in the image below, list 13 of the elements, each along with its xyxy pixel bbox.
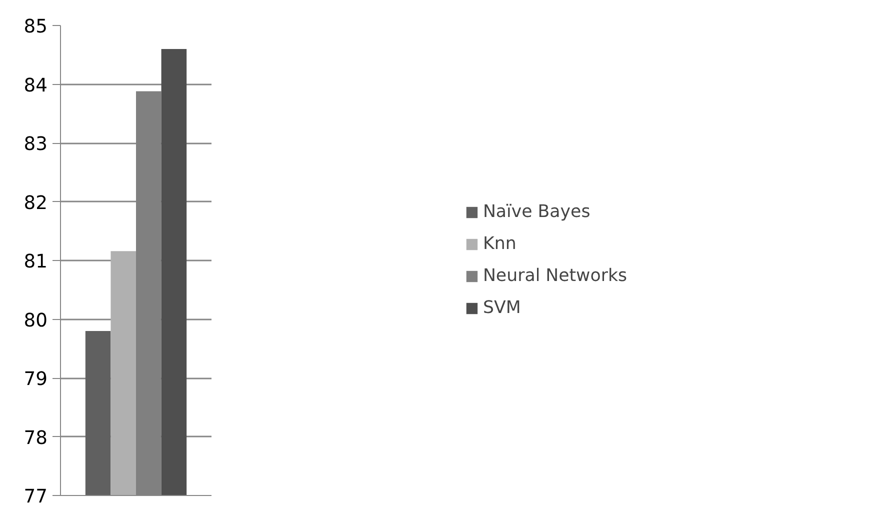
- y-tick-label: 80: [24, 310, 48, 332]
- legend-label: Knn: [482, 234, 516, 254]
- y-tick-label: 85: [24, 16, 48, 38]
- legend-label: SVM: [482, 298, 521, 318]
- y-tick-label: 83: [24, 134, 48, 155]
- legend-label: Naïve Bayes: [482, 202, 590, 222]
- y-tick-label: 78: [24, 428, 48, 449]
- y-tick-label: 79: [24, 369, 48, 390]
- y-tick-label: 77: [24, 486, 48, 508]
- legend-label: Neural Networks: [482, 266, 628, 286]
- y-tick-label: 84: [24, 75, 48, 96]
- y-tick-label: 82: [24, 192, 48, 214]
- y-tick-label: 81: [24, 252, 48, 272]
